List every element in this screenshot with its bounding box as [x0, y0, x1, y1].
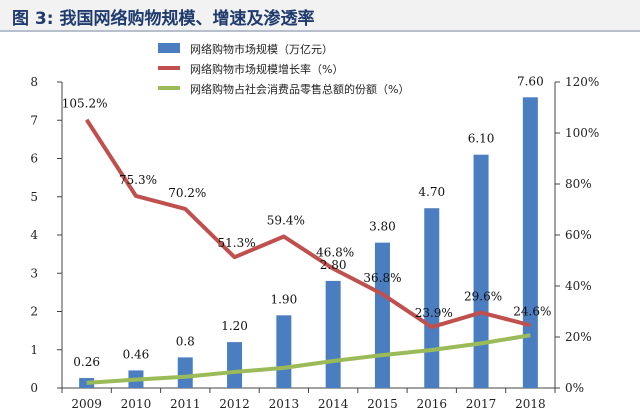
figure-title-bar: 图 3: 我国网络购物规模、增速及渗透率	[0, 0, 640, 30]
growth-rate-label: 36.8%	[363, 271, 401, 285]
bar	[177, 357, 193, 388]
right-axis-tick-label: 120%	[565, 75, 599, 89]
growth-rate-line	[84, 118, 531, 330]
bar-value-label: 7.60	[517, 74, 544, 88]
x-axis-tick-label: 2014	[318, 397, 349, 411]
line-series	[84, 118, 531, 385]
growth-rate-label: 75.3%	[119, 173, 157, 187]
right-axis-tick-label: 80%	[565, 177, 592, 191]
right-axis-tick-label: 20%	[565, 330, 592, 344]
figure-title: 图 3: 我国网络购物规模、增速及渗透率	[12, 4, 314, 29]
growth-rate-label: 51.3%	[217, 236, 255, 250]
x-axis-tick-label: 2013	[269, 397, 300, 411]
left-axis-tick-label: 5	[30, 190, 38, 204]
growth-rate-label: 24.6%	[513, 304, 551, 318]
right-axis-tick-label: 0%	[565, 381, 584, 395]
growth-rate-label: 70.2%	[168, 186, 206, 200]
bar	[374, 242, 390, 388]
bar-value-label: 0.46	[123, 347, 150, 361]
legend-item-retail-share-label: 网络购物占社会消费品零售总额的份额（%）	[190, 82, 409, 96]
bar-value-label: 1.20	[221, 319, 248, 333]
x-axis-tick-label: 2009	[71, 397, 102, 411]
bar-value-label: 0.8	[176, 334, 195, 348]
left-axis-tick-label: 8	[30, 75, 38, 89]
right-axis-tick-label: 100%	[565, 126, 599, 140]
left-axis-tick-label: 2	[30, 305, 38, 319]
chart-legend: 网络购物市场规模（万亿元） 网络购物市场规模增长率（%） 网络购物占社会消费品零售总…	[158, 42, 409, 96]
x-axis-tick-label: 2016	[416, 397, 447, 411]
bar	[227, 342, 243, 388]
left-axis-tick-label: 3	[30, 266, 38, 280]
figure-title-text: 我国网络购物规模、增速及渗透率	[59, 9, 315, 29]
growth-rate-label: 29.6%	[464, 290, 502, 304]
figure-label: 图 3:	[12, 9, 54, 29]
legend-item-market-size-swatch	[158, 43, 180, 53]
growth-rate-label: 46.8%	[316, 246, 354, 260]
bar-value-label: 4.70	[418, 185, 445, 199]
right-axis-tick-label: 40%	[565, 279, 592, 293]
bar-value-label: 2.80	[320, 258, 347, 272]
left-axis-tick-label: 1	[30, 343, 38, 357]
growth-rate-label: 105.2%	[62, 97, 108, 111]
retail-share-line	[86, 333, 531, 385]
bar-value-label: 6.10	[468, 132, 495, 146]
legend-item-growth-rate-label: 网络购物市场规模增长率（%）	[190, 62, 343, 76]
bar	[79, 378, 95, 388]
left-axis-tick-label: 6	[30, 152, 38, 166]
bar	[424, 208, 440, 388]
growth-rate-label: 59.4%	[267, 214, 305, 228]
bar	[522, 97, 538, 389]
x-axis-tick-label: 2012	[219, 397, 250, 411]
bar	[276, 315, 292, 388]
x-axis-tick-label: 2011	[170, 397, 201, 411]
x-axis-tick-label: 2017	[466, 397, 497, 411]
bar-value-label: 1.90	[270, 292, 297, 306]
x-axis-tick-label: 2015	[367, 397, 398, 411]
right-axis-tick-label: 60%	[565, 228, 592, 242]
data-labels: 0.26 0.46 0.8 1.20 1.90 2.80 3.80 4.70 6.10 7.60 1…	[62, 74, 552, 369]
left-axis-tick-label: 7	[30, 113, 38, 127]
bar-value-label: 3.80	[369, 220, 396, 234]
left-axis-tick-label: 0	[30, 381, 38, 395]
x-axis-tick-label: 2018	[515, 397, 546, 411]
bar-value-label: 0.26	[73, 355, 100, 369]
bar	[325, 280, 341, 388]
title-divider	[0, 30, 640, 32]
legend-item-market-size-label: 网络购物市场规模（万亿元）	[190, 42, 333, 56]
left-axis-tick-label: 4	[30, 228, 38, 242]
bar	[473, 154, 489, 388]
x-axis-tick-label: 2010	[121, 397, 152, 411]
growth-rate-label: 23.9%	[415, 306, 453, 320]
